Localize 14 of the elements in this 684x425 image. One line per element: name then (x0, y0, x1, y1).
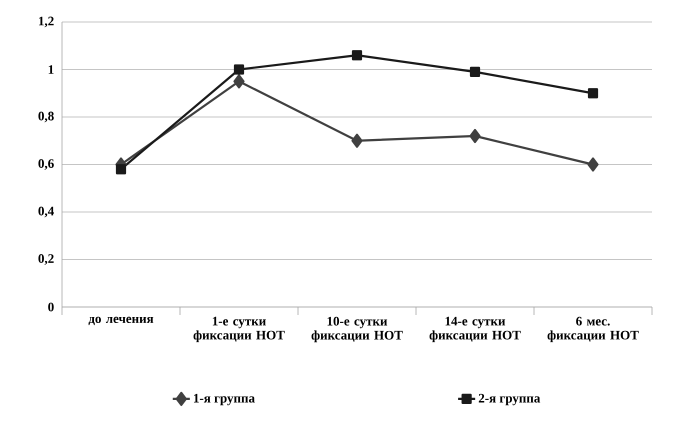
y-tick-label: 1 (48, 65, 54, 74)
legend-label: 1-я группа (194, 394, 255, 406)
x-tick-label: 10-е сутки фиксации НОТ (312, 316, 403, 342)
y-tick-label: 0 (48, 302, 54, 312)
y-tick-label: 0,6 (38, 159, 54, 170)
x-tick-label: 1-е сутки фиксации НОТ (194, 316, 285, 342)
y-tick-label: 1,2 (38, 16, 54, 28)
x-tick-label: до лечения (88, 316, 154, 326)
legend-label: 2-я группа (478, 394, 540, 406)
y-tick-label: 0,8 (38, 112, 54, 122)
y-tick-label: 0,4 (38, 206, 54, 218)
y-tick-label: 0,2 (38, 254, 54, 265)
x-tick-label: 6 мес. фиксации НОТ (548, 316, 639, 342)
x-tick-label: 14-е сутки фиксации НОТ (430, 316, 521, 342)
